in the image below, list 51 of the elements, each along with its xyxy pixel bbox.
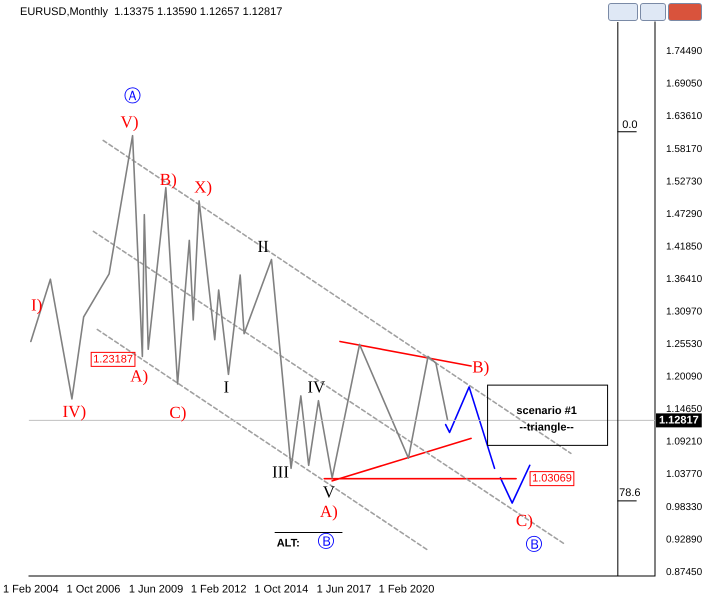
annotation: V) [120,112,138,132]
x-tick-label: 1 Feb 2004 [3,584,59,596]
annotation: 0.0 [622,118,638,131]
annotation: A) [320,502,338,522]
y-tick-label: 1.63610 [666,111,703,122]
x-tick-label: 1 Oct 2014 [254,584,308,596]
annotation: B) [160,170,177,189]
annotation: 78.6 [619,486,641,499]
y-tick-label: 1.03770 [666,469,703,480]
y-tick-label: 1.36410 [666,274,703,285]
annotation: V [322,482,336,502]
annotation: IV) [62,402,86,422]
annotation: Ⓐ [124,86,141,106]
x-tick-label: 1 Jun 2009 [128,584,184,596]
annotation: I [223,378,230,397]
annotation: I) [30,295,42,314]
y-tick-label: 0.98330 [666,502,703,513]
x-tick-label: 1 Feb 2020 [378,584,434,596]
y-tick-label: 1.14650 [666,404,703,416]
annotation: 1.03069 [532,472,572,485]
y-tick-label: 1.20090 [666,372,703,383]
annotation: X) [194,178,212,197]
y-tick-label: 1.25530 [666,339,703,350]
annotation: 1.23187 [93,353,133,366]
y-tick-label: 1.09210 [666,436,703,448]
y-tick-label: 1.30970 [666,306,703,318]
annotation: B) [472,358,490,377]
x-tick-label: 1 Feb 2012 [190,584,246,596]
annotation: IV [307,378,326,397]
annotation: ALT: [276,537,300,550]
annotation: III [272,462,290,482]
annotation: C) [169,403,186,422]
annotation: C) [516,511,533,530]
y-tick-label: 0.87450 [666,566,703,578]
x-tick-label: 1 Jun 2017 [316,584,372,596]
ref-line-label: 1.12817 [659,414,699,426]
x-tick-label: 1 Oct 2006 [66,584,120,596]
y-tick-label: 1.74490 [666,46,703,58]
y-tick-label: 1.58170 [666,144,703,155]
annotation: scenario #1 [516,404,577,417]
annotation: Ⓑ [526,534,543,554]
y-tick-label: 1.52730 [666,176,703,188]
annotation: Ⓑ [317,532,334,551]
y-tick-label: 1.69050 [666,78,703,90]
annotation: --triangle-- [519,422,574,434]
y-tick-label: 1.41850 [666,241,703,252]
annotation: A) [130,366,148,386]
y-tick-label: 0.92890 [666,534,703,546]
chart-title: EURUSD,Monthly 1.13375 1.13590 1.12657 1.12817 [20,6,282,18]
annotation: II [257,237,270,256]
y-tick-label: 1.47290 [666,208,703,220]
